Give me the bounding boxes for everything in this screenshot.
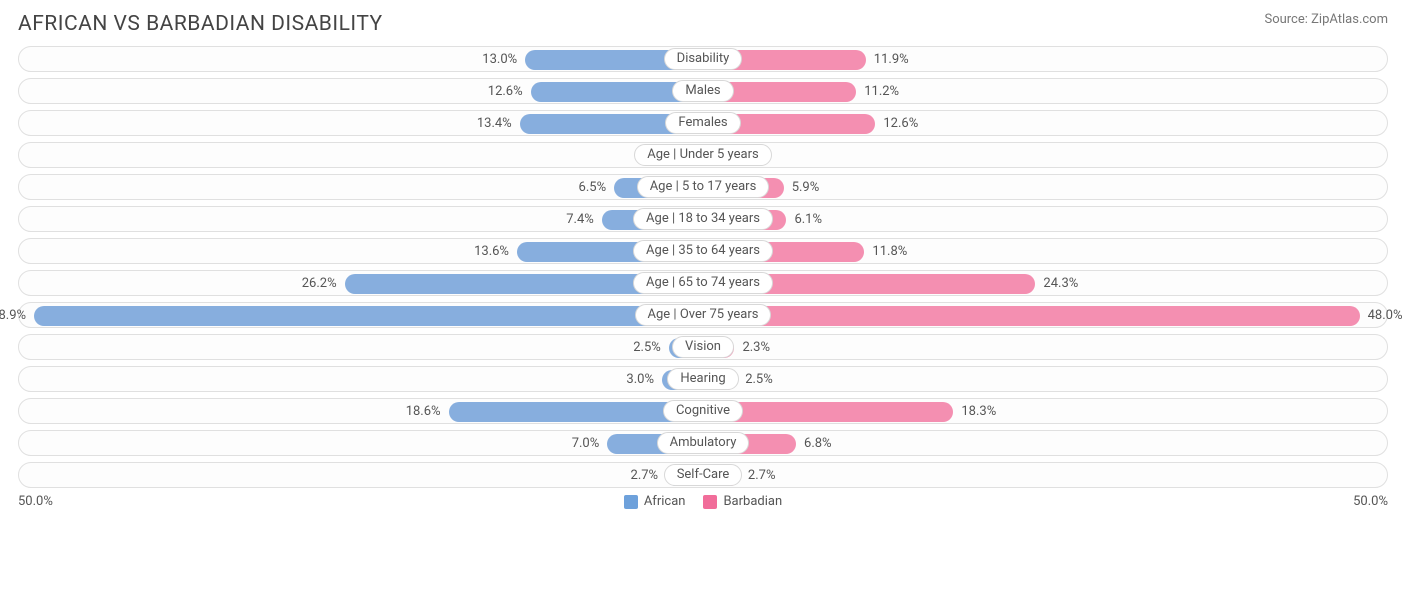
chart-row: 2.5%2.3%Vision [18,334,1388,360]
category-label: Vision [672,336,734,358]
row-inner: Ambulatory [19,431,1387,455]
chart-row: 6.5%5.9%Age | 5 to 17 years [18,174,1388,200]
category-label: Age | 18 to 34 years [633,208,773,230]
row-inner: Females [19,111,1387,135]
category-label: Ambulatory [657,432,750,454]
chart-title: AFRICAN VS BARBADIAN DISABILITY [18,12,383,36]
chart-row: 3.0%2.5%Hearing [18,366,1388,392]
legend: African Barbadian [624,494,782,509]
chart-row: 26.2%24.3%Age | 65 to 74 years [18,270,1388,296]
chart-source: Source: ZipAtlas.com [1264,12,1388,27]
legend-item-left: African [624,494,686,509]
row-inner: Age | 18 to 34 years [19,207,1387,231]
row-inner: Males [19,79,1387,103]
category-label: Age | 35 to 64 years [633,240,773,262]
chart-row: 7.0%6.8%Ambulatory [18,430,1388,456]
chart-row: 13.6%11.8%Age | 35 to 64 years [18,238,1388,264]
chart-body: 13.0%11.9%Disability 12.6%11.2%Males 13.4%… [18,46,1388,488]
chart-row: 12.6%11.2%Males [18,78,1388,104]
axis-left-max: 50.0% [18,494,53,509]
category-label: Cognitive [663,400,743,422]
legend-swatch-left [624,495,638,509]
category-label: Females [665,112,740,134]
row-inner: Vision [19,335,1387,359]
category-label: Age | Under 5 years [634,144,771,166]
chart-row: 1.4%1.0%Age | Under 5 years [18,142,1388,168]
legend-label-right: Barbadian [723,494,782,509]
category-label: Age | Over 75 years [635,304,772,326]
chart-footer: 50.0% African Barbadian 50.0% [18,494,1388,509]
chart-header: AFRICAN VS BARBADIAN DISABILITY Source: … [18,12,1388,36]
row-inner: Hearing [19,367,1387,391]
category-label: Self-Care [664,464,743,486]
legend-swatch-right [703,495,717,509]
chart-row: 7.4%6.1%Age | 18 to 34 years [18,206,1388,232]
row-inner: Cognitive [19,399,1387,423]
chart-row: 2.7%2.7%Self-Care [18,462,1388,488]
category-label: Age | 5 to 17 years [637,176,770,198]
legend-label-left: African [644,494,686,509]
row-inner: Age | 65 to 74 years [19,271,1387,295]
row-inner: Age | Under 5 years [19,143,1387,167]
row-inner: Self-Care [19,463,1387,487]
axis-right-max: 50.0% [1353,494,1388,509]
row-inner: Age | Over 75 years [19,303,1387,327]
row-inner: Disability [19,47,1387,71]
row-inner: Age | 5 to 17 years [19,175,1387,199]
legend-item-right: Barbadian [703,494,782,509]
category-label: Males [672,80,733,102]
chart-row: 13.0%11.9%Disability [18,46,1388,72]
chart-row: 48.9%48.0%Age | Over 75 years [18,302,1388,328]
category-label: Disability [664,48,743,70]
chart-row: 18.6%18.3%Cognitive [18,398,1388,424]
row-inner: Age | 35 to 64 years [19,239,1387,263]
category-label: Hearing [667,368,738,390]
category-label: Age | 65 to 74 years [633,272,773,294]
chart-row: 13.4%12.6%Females [18,110,1388,136]
